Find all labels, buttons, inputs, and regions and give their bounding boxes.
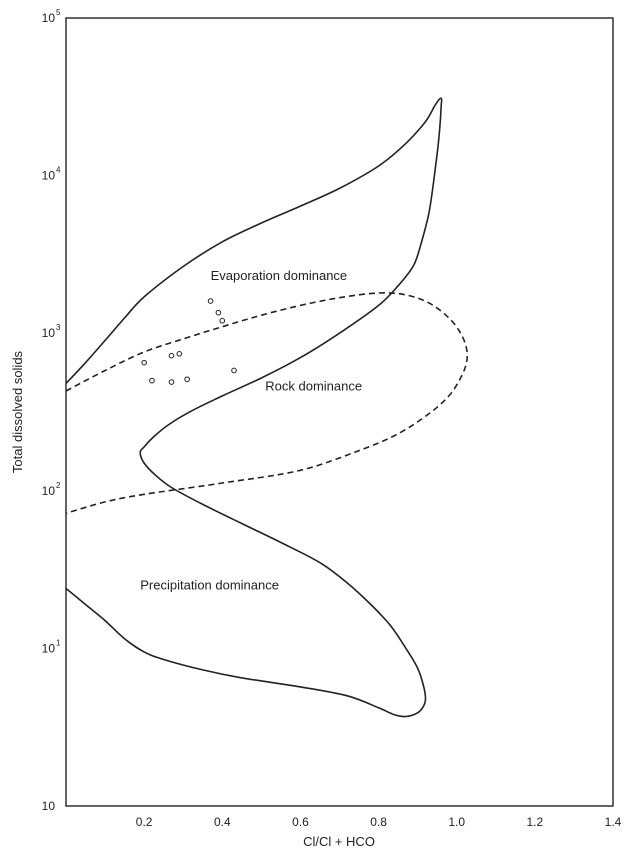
y-axis-label: Total dissolved solids: [10, 350, 25, 473]
x-axis-ticks: 0.2 0.4 0.6 0.8 1.0 1.2 1.4: [136, 815, 622, 829]
y-tick-exponent: 3: [56, 323, 61, 332]
x-tick-label: 1.4: [605, 815, 622, 829]
sample-point: [141, 359, 147, 366]
y-tick-label: 10: [42, 11, 56, 25]
sample-point: [149, 377, 155, 384]
region-label: Rock dominance: [265, 378, 362, 393]
boundary-curves: [65, 97, 469, 718]
y-tick-exponent: 2: [56, 481, 61, 490]
y-tick-label: 10: [42, 641, 56, 655]
y-tick-label: 10: [42, 799, 56, 813]
sample-point: [168, 379, 175, 385]
boomerang-boundary-solid: [65, 97, 443, 718]
rock-boundary-dashed: [65, 292, 469, 515]
x-tick-label: 0.6: [292, 815, 309, 829]
x-tick-label: 1.2: [527, 815, 544, 829]
region-label: Precipitation dominance: [140, 578, 279, 593]
y-tick-exponent: 4: [56, 166, 61, 175]
sample-point: [215, 309, 222, 316]
y-tick-exponent: 5: [56, 8, 61, 17]
x-tick-label: 1.0: [448, 815, 465, 829]
y-tick-exponent: 1: [56, 638, 61, 647]
plot-frame: [65, 17, 614, 807]
x-tick-label: 0.8: [370, 815, 387, 829]
y-tick-label: 10: [42, 484, 56, 498]
region-label: Evaporation dominance: [211, 268, 348, 283]
y-tick-label: 10: [42, 169, 56, 183]
sample-points: [141, 298, 237, 385]
x-tick-label: 0.4: [214, 815, 231, 829]
sample-point: [176, 351, 183, 357]
sample-point: [184, 376, 190, 383]
x-tick-label: 0.2: [136, 815, 153, 829]
sample-point: [219, 317, 226, 324]
sample-point: [207, 298, 214, 304]
y-tick-label: 10: [42, 326, 56, 340]
sample-point: [168, 352, 175, 359]
x-axis-label: Cl/Cl + HCO: [303, 834, 375, 849]
region-labels: Evaporation dominance Rock dominance Preci…: [140, 268, 362, 592]
sample-point: [231, 367, 237, 374]
